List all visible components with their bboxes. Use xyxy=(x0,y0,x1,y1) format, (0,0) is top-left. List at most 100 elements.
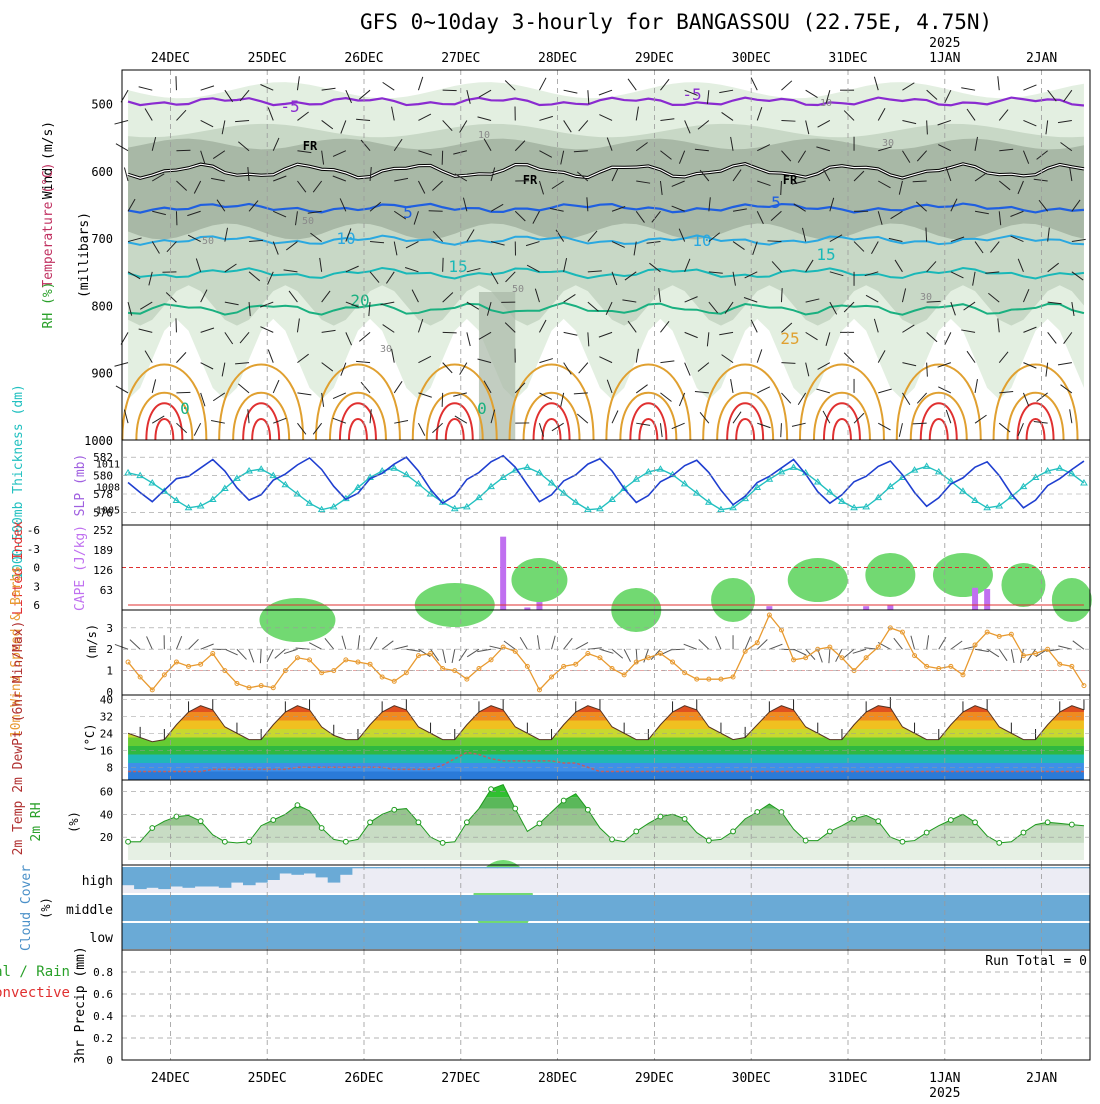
cloud-bar xyxy=(703,867,716,868)
isotherm-label: 10 xyxy=(692,231,711,250)
pressure-tick-label: 700 xyxy=(91,232,113,246)
cloud-bar xyxy=(739,895,752,921)
surface-wind-barb xyxy=(951,641,962,649)
cloud-bar xyxy=(981,895,994,921)
cloud-bar xyxy=(884,923,897,949)
surface-wind-barb xyxy=(894,638,903,649)
cloud-bar xyxy=(788,867,801,868)
date-label-bottom: 24DEC xyxy=(151,1071,190,1086)
cloud-bar xyxy=(400,923,413,949)
surface-wind-barb xyxy=(1011,649,1014,663)
cloud-bar xyxy=(921,923,934,949)
rh-point xyxy=(174,814,179,819)
cloud-bar xyxy=(1017,895,1030,921)
cloud-bar xyxy=(848,867,861,868)
cloud-bar xyxy=(1017,923,1030,949)
cloud-bar xyxy=(679,867,692,868)
cloud-bar xyxy=(183,867,196,888)
cloud-bar xyxy=(158,867,171,889)
cloud-bar xyxy=(425,895,438,921)
freezing-label: FR xyxy=(523,173,538,187)
rh-point xyxy=(610,837,615,842)
cape-tick-label: 126 xyxy=(93,564,113,577)
cloud-bar xyxy=(739,923,752,949)
rh-point xyxy=(973,820,978,825)
cloud-bar xyxy=(304,867,317,874)
cloud-bar xyxy=(969,867,982,868)
cloud-bar xyxy=(352,867,365,868)
surface-wind-barb xyxy=(1058,646,1072,649)
surface-wind-barb xyxy=(538,635,540,649)
surface-wind-barb xyxy=(284,649,297,653)
cloud-bar xyxy=(884,895,897,921)
rh-point xyxy=(150,826,155,831)
rh-tick-label: 60 xyxy=(100,785,113,798)
upper-ylabel-temp: Temperature (°C) xyxy=(41,162,56,287)
temp-ylabel: 2m Temp 2m DewPt (6hr Min/Max) xyxy=(11,621,26,856)
isotherm-label: 0 xyxy=(180,399,190,418)
cloud-bar xyxy=(521,895,534,921)
surface-wind-barb xyxy=(576,642,588,649)
freezing-label: FR xyxy=(783,173,798,187)
cloud-bar xyxy=(872,895,885,921)
cloud-bar xyxy=(775,895,788,921)
cloud-bar xyxy=(1030,895,1043,921)
rh-point xyxy=(634,829,639,834)
isotherm-label: 20 xyxy=(350,291,369,310)
rh-point xyxy=(997,840,1002,845)
cape-bar xyxy=(863,606,869,610)
cloud-bar xyxy=(461,923,474,949)
rh-point xyxy=(295,803,300,808)
rh-contour-label: 50 xyxy=(202,236,214,247)
cloud-bar xyxy=(158,923,171,949)
cloud-bar xyxy=(570,895,583,921)
temp-tick-label: 8 xyxy=(106,761,113,774)
cloud-bar xyxy=(933,923,946,949)
pressure-tick-label: 900 xyxy=(91,367,113,381)
cloud-bar xyxy=(485,923,498,949)
cloud-bar xyxy=(860,867,873,868)
surface-wind-barb xyxy=(853,649,866,653)
cloud-bar xyxy=(763,923,776,949)
cloud-bar xyxy=(425,923,438,949)
year-label-top: 2025 xyxy=(929,36,960,51)
cloud-bar xyxy=(763,895,776,921)
cloud-level-middle: middle xyxy=(66,903,113,918)
cloud-bar xyxy=(558,867,571,868)
cloud-bar xyxy=(170,867,183,887)
date-label-top: 28DEC xyxy=(538,51,577,66)
cloud-bar xyxy=(400,895,413,921)
chart-title: GFS 0~10day 3-hourly for BANGASSOU (22.7… xyxy=(360,10,992,34)
cloud-bar xyxy=(1054,895,1067,921)
cloud-bar xyxy=(304,923,317,949)
cloud-bar xyxy=(158,895,171,921)
cloud-bar xyxy=(715,867,728,868)
cloud-bar xyxy=(1078,867,1091,868)
rh-point xyxy=(779,810,784,815)
cloud-bar xyxy=(993,867,1006,868)
cloud-bar xyxy=(703,923,716,949)
rh-point xyxy=(247,839,252,844)
cape-bar xyxy=(536,602,542,610)
cloud-bar xyxy=(606,895,619,921)
cloud-bar xyxy=(848,895,861,921)
precip-tick-label: 0.2 xyxy=(93,1032,113,1045)
surface-wind-barb xyxy=(201,644,214,649)
cloud-bar xyxy=(594,923,607,949)
cloud-bar xyxy=(606,923,619,949)
cloud-bar xyxy=(195,867,208,887)
cloud-bar xyxy=(703,895,716,921)
cloud-bar xyxy=(654,895,667,921)
cloud-bar xyxy=(812,867,825,868)
date-label-bottom: 28DEC xyxy=(538,1071,577,1086)
cloud-bar xyxy=(521,923,534,949)
upper-ylabel-rh: RH (%) xyxy=(41,282,56,329)
surface-wind-barb xyxy=(443,649,446,663)
surface-wind-barb xyxy=(552,636,556,650)
cloud-bar xyxy=(340,895,353,921)
surface-wind-barb xyxy=(987,649,999,657)
cloud-bar xyxy=(909,895,922,921)
temp-tick-label: 32 xyxy=(100,710,113,723)
cloud-bar xyxy=(497,923,510,949)
surface-wind-barb xyxy=(382,641,393,649)
